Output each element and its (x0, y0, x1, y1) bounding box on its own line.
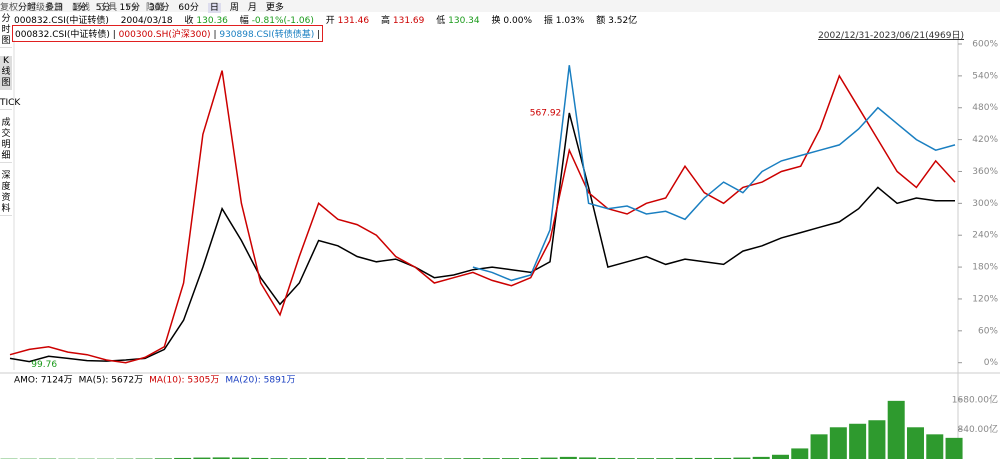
side-tab[interactable]: 深度资料 (0, 171, 12, 216)
period-bar: 分时 多日 1分 5分 15分 30分 60分日周月更多 (18, 0, 293, 13)
y-tick-label: 480% (972, 103, 998, 113)
volume-bar (540, 457, 558, 459)
info-bar: 000832.CSI(中证转债) 2004/03/18 收 130.36 幅 -… (14, 13, 646, 26)
period-tab[interactable]: 日 (207, 3, 221, 13)
volume-bar (945, 437, 963, 459)
series-line (472, 65, 956, 282)
label: 收 (184, 16, 194, 26)
label: 额 (596, 16, 606, 26)
y-tick-label: 540% (972, 71, 998, 81)
y-tick-label: 300% (972, 199, 998, 209)
volume-bar (675, 457, 693, 459)
date-range[interactable]: 2002/12/31-2023/06/21(4969日) (818, 31, 964, 41)
y-tick-label: 0% (984, 358, 999, 368)
volume-bar (829, 427, 847, 459)
y-tick-label: 360% (972, 167, 998, 177)
volume-bar (174, 457, 192, 459)
tool-button[interactable]: 画线 (72, 3, 91, 13)
volume-bar (752, 456, 770, 459)
period-tab[interactable]: 1分 (72, 3, 87, 13)
label: 开 (325, 16, 335, 26)
volume-bar (309, 457, 327, 459)
tool-bar: 复权 超级叠加 画线 工具 F9 隐藏 (0, 0, 992, 13)
period-tab[interactable]: 分时 (18, 3, 37, 13)
code: 000832.CSI(中证转债) (14, 16, 109, 26)
volume-bar (714, 457, 732, 459)
y-tick-label: 240% (972, 231, 998, 241)
y-tick-label: 60% (978, 326, 998, 336)
volume-legend: MA(5): 5672万 (79, 376, 143, 386)
label: 高 (380, 16, 390, 26)
volume-bar (926, 434, 944, 459)
y-tick-label: 600% (972, 40, 998, 50)
period-tab[interactable]: 15分 (119, 3, 140, 13)
volume-bar (251, 457, 269, 459)
period-tab[interactable]: 30分 (148, 3, 170, 13)
tool-button[interactable]: 工具 (99, 3, 118, 13)
volume-bar (906, 427, 924, 459)
tool-button[interactable]: 复权 (0, 3, 19, 13)
volume-bar (849, 423, 867, 459)
value: 130.34 (448, 16, 480, 26)
volume-bar (598, 457, 616, 459)
side-tab[interactable]: 分时图 (0, 14, 12, 48)
period-tab[interactable]: 周 (229, 3, 239, 13)
value: 131.46 (337, 16, 370, 26)
volume-bar (212, 457, 230, 459)
y-tick-label: 180% (972, 263, 998, 273)
series-line (9, 112, 955, 363)
tool-button[interactable]: F9 (126, 3, 137, 13)
y-tick-label: 840.00亿 (958, 423, 999, 435)
y-tick-label: 420% (972, 135, 998, 145)
legend-entry: 930898.CSI(转债债基) (219, 30, 315, 40)
volume-bar (733, 457, 751, 459)
label: 振 (543, 16, 553, 26)
side-tab[interactable]: K线图 (0, 56, 12, 90)
legend: 000832.CSI(中证转债) | 000300.SH(沪深300) | 93… (12, 25, 324, 42)
value: -0.81%(-1.06) (251, 16, 314, 26)
side-tabs: 分时图 K线图 TICK 成交明细深度资料 (0, 14, 21, 224)
legend-entry: 000300.SH(沪深300) (118, 30, 211, 40)
volume-bar (193, 457, 211, 459)
toolbar-bg (0, 0, 1000, 12)
label: 换 (491, 16, 501, 26)
period-tab[interactable]: 60分 (178, 3, 199, 13)
y-tick-label: 120% (972, 294, 998, 304)
value: 130.36 (196, 16, 228, 26)
tool-button[interactable]: 隐藏 (145, 3, 164, 13)
value: 0.00% (503, 16, 532, 26)
tool-button[interactable]: 超级叠加 (27, 3, 64, 13)
legend-entry: 000832.CSI(中证转债) (15, 30, 110, 40)
volume-bar (559, 456, 577, 459)
y-tick-label: 1680.00亿 (952, 393, 998, 405)
volume-legend: AMO: 7124万 (14, 376, 73, 386)
side-tab[interactable]: 成交明细 (0, 118, 12, 163)
series-line (9, 70, 956, 364)
volume-bar (579, 457, 597, 459)
label: 幅 (239, 16, 249, 26)
volume-bar (231, 457, 249, 459)
label: 低 (436, 16, 446, 26)
volume-legend: MA(20): 5891万 (225, 376, 295, 386)
period-tab[interactable]: 5分 (95, 3, 111, 13)
value: 1.03% (555, 16, 585, 26)
volume-bar (694, 457, 712, 459)
volume-bar (887, 400, 905, 459)
value: 3.52亿 (608, 16, 638, 26)
period-tab[interactable]: 更多 (265, 3, 284, 13)
volume-bar (771, 454, 789, 459)
volume-bar (791, 448, 809, 459)
volume-bar (810, 434, 828, 459)
high-annotation: 567.92 (530, 109, 562, 119)
period-tab[interactable]: 多日 (45, 3, 64, 13)
side-tab[interactable]: TICK (0, 98, 21, 110)
volume-bar (868, 420, 886, 459)
period-tab[interactable]: 月 (247, 3, 257, 13)
volume-legend: MA(10): 5305万 (149, 376, 219, 386)
value: 131.69 (392, 16, 425, 26)
date: 2004/03/18 (120, 16, 173, 26)
low-annotation: 99.76 (31, 360, 57, 370)
